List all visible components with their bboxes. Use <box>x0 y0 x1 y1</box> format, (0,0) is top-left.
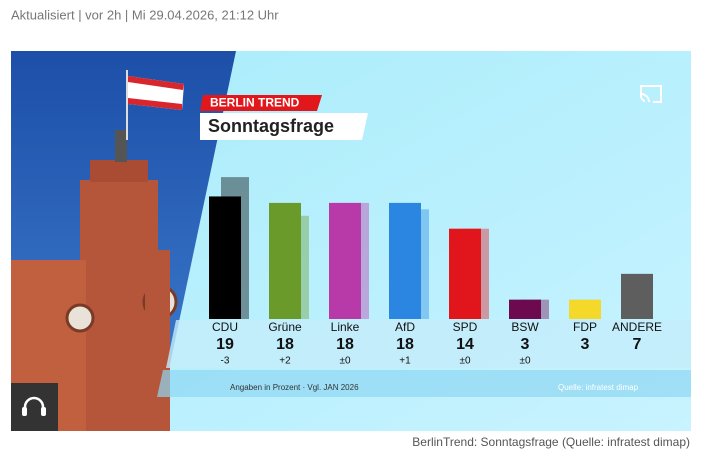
change-label: -3 <box>221 356 230 367</box>
caption: BerlinTrend: Sonntagsfrage (Quelle: infr… <box>412 435 690 449</box>
category-label: CDU <box>212 320 238 334</box>
cast-icon[interactable] <box>640 85 662 103</box>
category-label: SPD <box>453 320 478 334</box>
bar <box>209 196 241 319</box>
value-label: 3 <box>521 336 530 353</box>
note: Angaben in Prozent · Vgl. JAN 2026 <box>230 383 359 392</box>
value-label: 18 <box>276 336 294 353</box>
bar <box>449 228 481 319</box>
value-label: 7 <box>633 336 642 353</box>
bar <box>509 299 541 319</box>
category-label: ANDERE <box>612 320 662 334</box>
bars: CDU 19 -3 Grüne 18 +2 Linke 18 ±0 AfD 18 +1 SPD 14 ±0 B… <box>209 177 662 367</box>
headphone-icon <box>23 396 45 413</box>
meta-line: Aktualisiert | vor 2h | Mi 29.04.2026, 2… <box>11 7 279 22</box>
change-label: +2 <box>279 356 291 367</box>
change-label: ±0 <box>339 356 350 367</box>
value-label: 3 <box>581 336 590 353</box>
chart-title: Sonntagsfrage <box>208 116 334 136</box>
label-band <box>166 320 691 368</box>
change-label: +1 <box>399 356 411 367</box>
footer-band <box>157 370 691 397</box>
title-box <box>200 113 368 140</box>
bar <box>329 202 361 319</box>
bar <box>269 202 301 319</box>
source: Quelle: infratest dimap <box>558 383 639 392</box>
change-label: ±0 <box>519 356 530 367</box>
bar <box>569 299 601 319</box>
badge-text: BERLIN TREND <box>210 96 300 110</box>
badge <box>200 95 322 111</box>
change-label: ±0 <box>459 356 470 367</box>
headphone-icon <box>22 407 27 416</box>
bar <box>621 273 653 319</box>
audio-button[interactable] <box>11 383 58 431</box>
value-label: 18 <box>336 336 354 353</box>
category-label: Linke <box>331 320 360 334</box>
value-label: 19 <box>216 336 234 353</box>
category-label: AfD <box>395 320 415 334</box>
value-label: 18 <box>396 336 414 353</box>
article-image: BERLIN TREND Sonntagsfrage Angaben in Pr… <box>11 51 691 431</box>
bar <box>389 202 421 319</box>
category-label: Grüne <box>268 320 302 334</box>
category-label: FDP <box>573 320 597 334</box>
value-label: 14 <box>456 336 474 353</box>
headphone-icon <box>41 407 46 416</box>
category-label: BSW <box>511 320 539 334</box>
